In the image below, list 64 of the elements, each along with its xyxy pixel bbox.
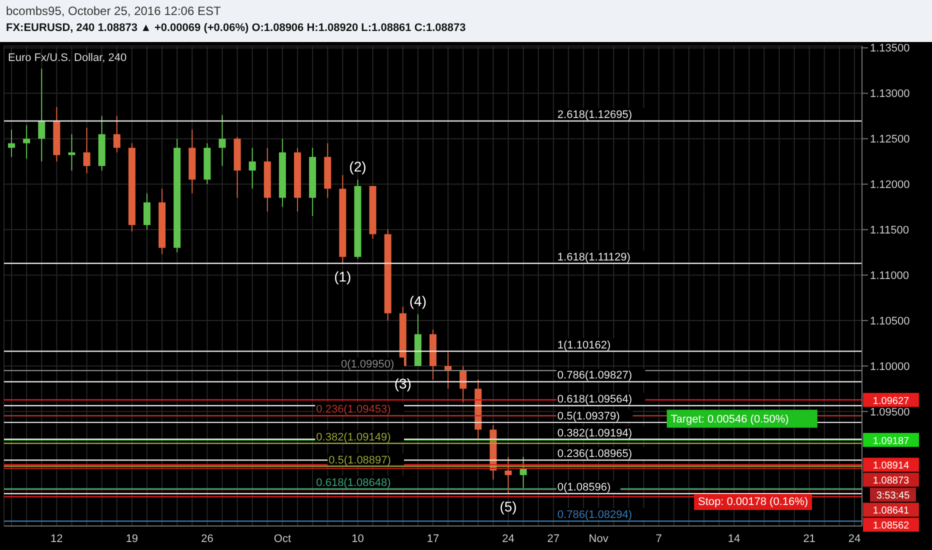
ref-line-label: 0(1.08596) [557,482,611,494]
ref-line-label: 0.618(1.08648) [316,476,391,489]
annotation: (4) [409,293,427,310]
x-tick-label: 19 [126,532,138,545]
annotation: (2) [349,158,366,175]
ref-line-label: 1.08914 [872,460,910,472]
x-tick-label: 26 [201,532,214,545]
x-tick-label: 24 [502,532,514,545]
candlestick [83,127,90,174]
y-tick-label: 1.10500 [870,315,910,328]
x-tick-label: Oct [274,532,292,545]
x-tick-label: 10 [352,532,364,545]
y-tick-label: 1.11500 [870,224,909,237]
candlestick [8,129,16,158]
ref-line-label: 1.08873 [872,476,910,487]
ref-line-label: 0.236(1.08965) [557,448,632,460]
ref-line-label: 0.5(1.08897) [328,454,391,466]
y-tick-label: 1.13500 [870,42,910,55]
chart-title: bcombs95, October 25, 2016 12:06 EST [6,3,222,20]
y-tick-label: 1.10000 [870,360,910,373]
candlestick [504,456,512,494]
candlestick [248,147,256,190]
candlestick [68,134,76,172]
ref-line-label: 1.08641 [872,506,910,517]
candlestick [38,68,46,162]
x-tick-label: 17 [426,532,440,545]
ref-line-label: 0.382(1.09149) [316,431,391,444]
ref-line-label: 1.09627 [872,396,910,407]
annotation: Euro Fx/U.S. Dollar, 240 [8,52,127,64]
y-tick-label: 1.09500 [870,406,910,418]
annotation: Stop: 0.00178 (0.16%) [694,494,812,510]
ref-line-label: 1.618(1.11129) [557,251,630,264]
candlestick [218,114,226,166]
y-tick-label: 1.12500 [870,134,910,146]
candlestick [23,124,30,160]
x-tick-label: 14 [728,532,740,545]
y-tick-label: 1.11000 [870,270,909,282]
x-tick-label: 24 [848,532,861,545]
ref-line-label: 1.09187 [872,436,910,447]
text: 3:53:45 [876,490,910,502]
ref-line-label: 0.236(1.09453) [316,404,391,416]
ref-line-label: 0.786(1.09827) [557,370,632,382]
ref-line-label: 2.618(1.12695) [557,109,632,121]
ref-line-label: 1(1.10162) [557,339,611,352]
ref-line-label: 0.618(1.09564) [557,394,632,406]
candlestick [143,192,150,230]
ref-line-label: 1.08562 [872,520,910,532]
annotation: Target: 0.00546 (0.50%) [670,414,789,426]
annotation: (1) [334,268,352,284]
x-tick-label: 7 [656,532,662,545]
x-tick-label: Nov [588,532,609,545]
x-tick-label: 21 [803,532,816,545]
chart-subtitle: FX:EURUSD, 240 1.08873 ▲ +0.00069 (+0.06%) O:1.08906 H:1.08920 L:1.08861 C:1.08873 [6,21,467,36]
annotation: (5) [500,498,517,514]
candlestick [520,456,527,488]
x-tick-label: 12 [50,532,63,545]
ref-line-label: 0.382(1.09194) [557,427,632,440]
ref-line-label: 0(1.09950) [340,358,394,371]
candlestick [113,116,120,153]
ref-line-label: 0.786(1.08294) [557,509,632,522]
y-tick-label: 1.12000 [870,179,910,192]
y-tick-label: 1.13000 [870,88,910,100]
x-tick-label: 27 [547,532,560,545]
ref-line-label: 0.5(1.09379) [557,410,620,422]
